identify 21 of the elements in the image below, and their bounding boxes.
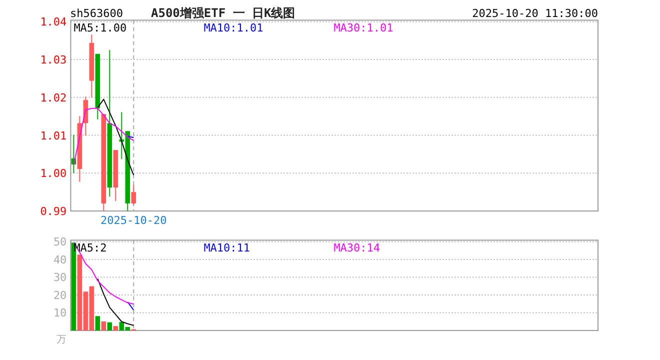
text: sh563600 — [70, 7, 123, 20]
y-tick-label: 10 — [53, 306, 67, 320]
y-tick-label: 30 — [53, 271, 67, 284]
y-tick-label: 1.03 — [40, 54, 67, 67]
y-tick-label: 1.01 — [40, 129, 67, 142]
y-tick-label: 0.99 — [40, 205, 67, 218]
y-tick-label: 1.02 — [40, 91, 67, 104]
text: MA30:14 — [334, 242, 380, 255]
y-tick-label: 1.00 — [40, 167, 67, 180]
y-tick-label: 50 — [53, 236, 67, 249]
text: MA30:1.01 — [334, 22, 394, 35]
text: MA5:1.00 — [74, 22, 127, 35]
y-axis-title: 万 — [56, 334, 67, 346]
x-tick-label: 2025-10-20 — [100, 214, 167, 227]
y-tick-label: 1.04 — [40, 16, 68, 29]
chart-title: A500增强ETF 一 日K线图 — [151, 6, 296, 20]
y-tick-label: 40 — [53, 253, 67, 266]
text: MA10:1.01 — [204, 22, 264, 35]
text: MA10:11 — [204, 242, 250, 255]
text: 2025-10-20 11:30:00 — [472, 7, 598, 20]
y-tick-label: 20 — [53, 288, 67, 302]
